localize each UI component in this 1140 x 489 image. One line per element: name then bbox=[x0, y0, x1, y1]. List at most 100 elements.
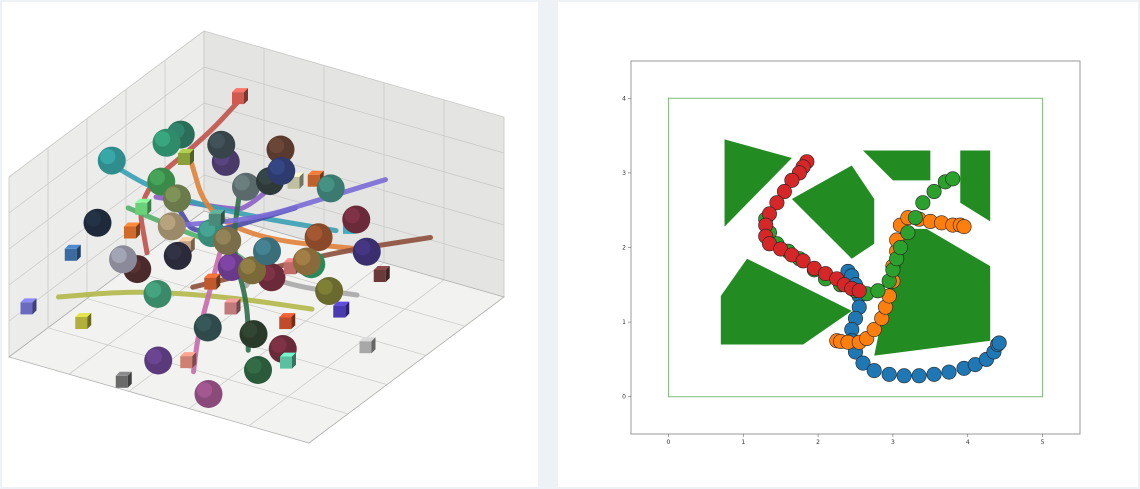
sphere-highlight bbox=[196, 315, 212, 332]
cube-side bbox=[244, 88, 248, 105]
obstacle bbox=[791, 165, 875, 259]
cube-side bbox=[292, 352, 296, 369]
sphere-marker bbox=[97, 146, 126, 175]
grid-line bbox=[8, 66, 205, 214]
trajectory-point bbox=[907, 210, 923, 226]
x-tick-label: 5 bbox=[1041, 439, 1045, 446]
trajectory-point bbox=[784, 172, 800, 188]
sphere-marker bbox=[267, 157, 296, 185]
cube-front bbox=[180, 356, 193, 369]
cube-top bbox=[64, 244, 81, 249]
chart-2d-trajectories: 0 1 2 3 4 5 0 1 2 3 4 bbox=[622, 60, 1081, 446]
sphere-marker bbox=[342, 205, 371, 234]
cube-top bbox=[135, 198, 152, 203]
sphere-marker bbox=[163, 241, 192, 270]
cube-top bbox=[178, 237, 195, 242]
grid-line bbox=[203, 102, 505, 190]
cube-top bbox=[359, 337, 376, 342]
cube-side bbox=[136, 222, 140, 239]
cube-front bbox=[20, 302, 33, 315]
trajectory-point bbox=[892, 240, 908, 256]
sphere-marker bbox=[239, 320, 268, 349]
grid-line bbox=[248, 279, 445, 427]
cube-marker bbox=[64, 244, 81, 261]
cube-front bbox=[124, 226, 136, 239]
sphere-highlight bbox=[209, 133, 225, 149]
cube-top bbox=[208, 209, 225, 214]
y-tick-label: 1 bbox=[622, 319, 626, 326]
cube-marker bbox=[75, 313, 92, 329]
trajectory-point bbox=[776, 184, 792, 200]
sphere-marker bbox=[109, 245, 137, 274]
sphere-highlight bbox=[317, 279, 333, 295]
trajectory-point bbox=[956, 219, 972, 235]
sphere-highlight bbox=[255, 239, 271, 255]
trajectory-point bbox=[870, 283, 886, 299]
cube-front bbox=[224, 302, 237, 315]
trajectory-point bbox=[926, 366, 942, 382]
cube-side bbox=[192, 352, 197, 369]
sphere-marker bbox=[194, 380, 223, 408]
sphere-highlight bbox=[319, 176, 335, 193]
cube-front bbox=[64, 248, 77, 261]
cube-front bbox=[333, 305, 346, 318]
cube-front bbox=[373, 270, 386, 282]
cube-top bbox=[279, 313, 296, 318]
cube-top bbox=[124, 222, 140, 227]
trajectory-point bbox=[911, 368, 927, 384]
cube-side bbox=[87, 313, 92, 329]
cube-side bbox=[385, 266, 390, 282]
sphere-highlight bbox=[295, 249, 311, 266]
trajectory-point bbox=[941, 364, 957, 380]
sphere-highlight bbox=[240, 258, 256, 274]
cube-top bbox=[333, 301, 350, 306]
sphere-highlight bbox=[146, 348, 162, 365]
cube-front bbox=[307, 174, 320, 187]
cube-top bbox=[307, 170, 324, 175]
cube-side bbox=[299, 172, 304, 189]
sphere-marker bbox=[163, 184, 191, 213]
y-tick-label: 4 bbox=[622, 95, 626, 102]
sphere-marker bbox=[316, 174, 345, 203]
sphere-highlight bbox=[268, 137, 285, 154]
cube-marker bbox=[178, 149, 194, 165]
workspace-boundary bbox=[667, 97, 1044, 398]
y-tick-label: 3 bbox=[622, 170, 626, 177]
sphere-marker bbox=[238, 256, 266, 285]
cube-side bbox=[216, 273, 221, 290]
cube-top bbox=[178, 149, 194, 153]
sphere-highlight bbox=[269, 159, 285, 175]
cube-side bbox=[345, 301, 350, 318]
cube-top bbox=[280, 352, 296, 357]
cube-front bbox=[75, 317, 88, 329]
trajectory-point bbox=[795, 253, 811, 269]
cube-marker bbox=[208, 209, 225, 226]
grid-line bbox=[203, 138, 505, 226]
sphere-highlight bbox=[241, 322, 258, 338]
cube-front bbox=[279, 317, 292, 330]
sphere-marker bbox=[144, 346, 173, 375]
x-tick-label: 2 bbox=[816, 439, 820, 446]
trajectory-point bbox=[900, 225, 916, 241]
cube-marker bbox=[204, 273, 221, 290]
cube-top bbox=[75, 313, 92, 317]
sphere-marker bbox=[83, 208, 112, 237]
cube-front bbox=[232, 92, 244, 105]
sphere-highlight bbox=[145, 282, 162, 298]
trajectory-point bbox=[855, 355, 871, 371]
cube-top bbox=[115, 371, 132, 376]
right-panel: 0 1 2 3 4 5 0 1 2 3 4 bbox=[558, 2, 1138, 487]
x-tick-label: 4 bbox=[966, 439, 970, 446]
cube-front bbox=[208, 213, 221, 226]
agent-trajectory bbox=[758, 154, 867, 299]
cube-marker bbox=[359, 337, 376, 354]
cube-top bbox=[373, 266, 390, 270]
trajectory-point bbox=[896, 368, 912, 384]
obstacle bbox=[862, 150, 931, 181]
cube-marker bbox=[224, 298, 241, 315]
cube-front bbox=[283, 262, 296, 275]
sphere-marker bbox=[143, 280, 172, 308]
sphere-highlight bbox=[215, 229, 231, 245]
trajectory-point bbox=[866, 322, 882, 338]
cube-marker bbox=[135, 198, 152, 215]
